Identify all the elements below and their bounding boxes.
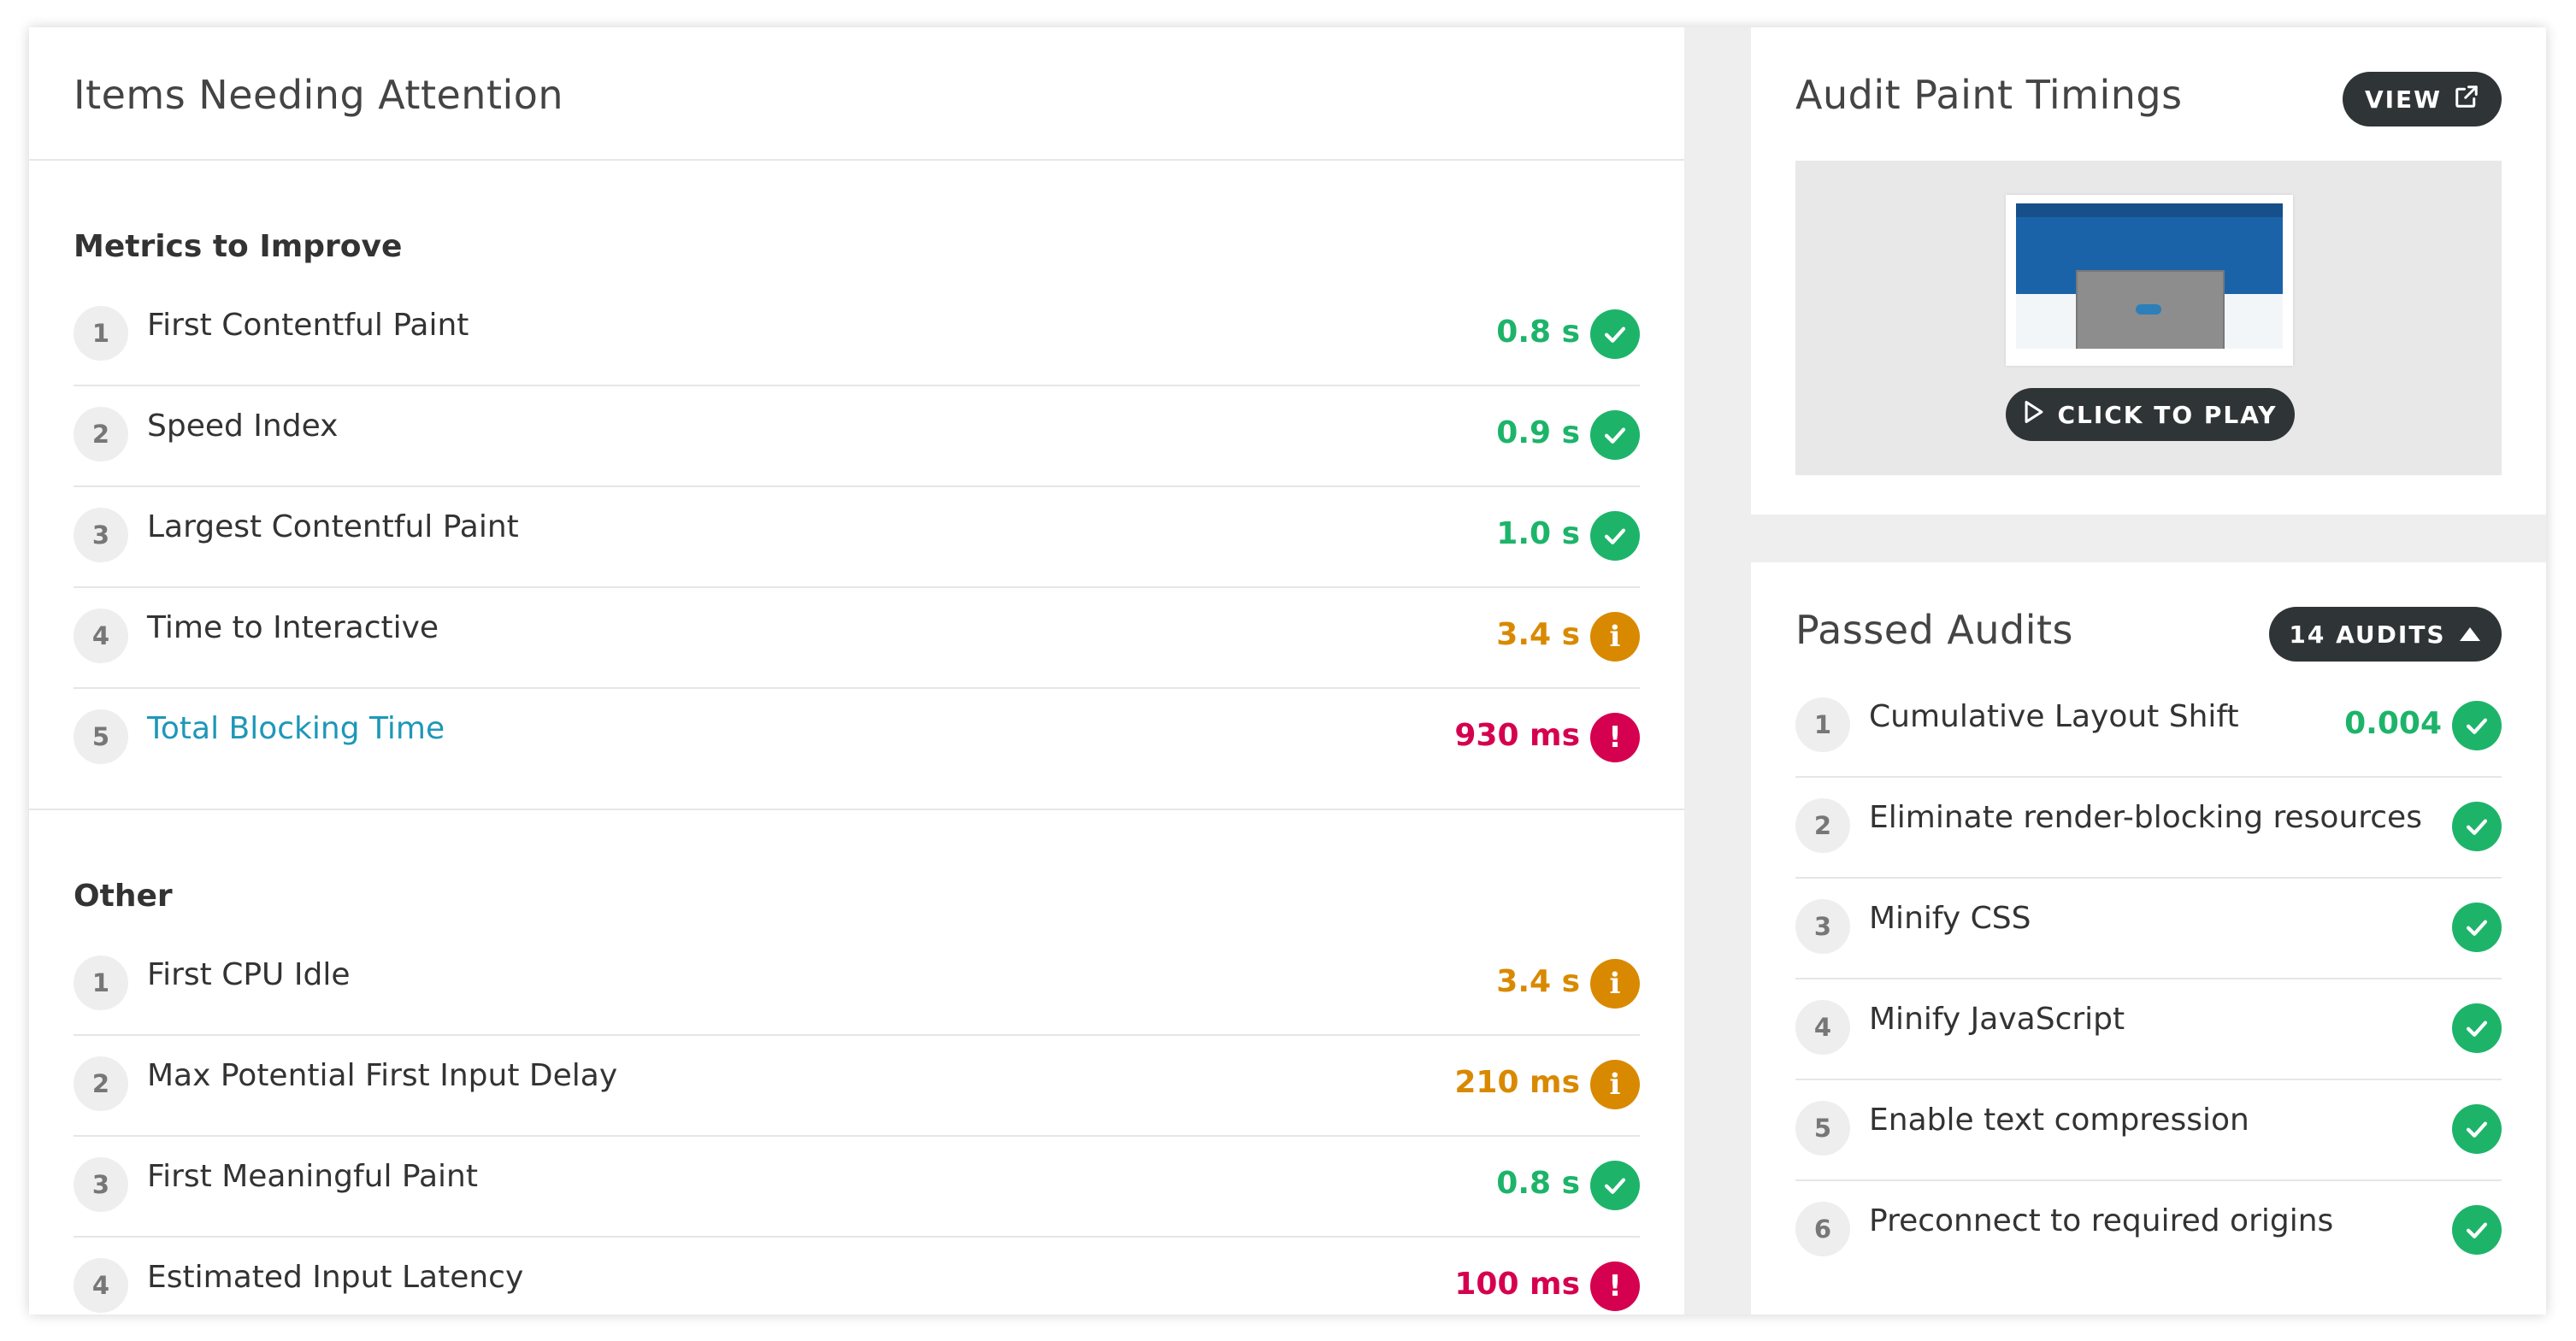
row-number: 3 bbox=[74, 508, 128, 562]
row-number: 1 bbox=[1795, 697, 1850, 752]
toggle-passed-audits-button[interactable]: 14 AUDITS bbox=[2269, 607, 2502, 662]
card-title: Audit Paint Timings bbox=[1795, 72, 2183, 118]
metrics-heading: Metrics to Improve bbox=[74, 229, 403, 264]
check-icon bbox=[1590, 410, 1640, 460]
row-number: 5 bbox=[1795, 1101, 1850, 1156]
row-value: 0.9 s bbox=[1496, 415, 1580, 450]
row-number: 2 bbox=[74, 407, 128, 462]
passed-audits-card: Passed Audits 14 AUDITS 1 Cumulative Layo… bbox=[1751, 562, 2546, 1315]
row-label: Time to Interactive bbox=[147, 610, 439, 645]
card-title: Items Needing Attention bbox=[74, 72, 564, 118]
play-label: CLICK TO PLAY bbox=[2057, 400, 2278, 429]
info-icon: i bbox=[1590, 1060, 1640, 1109]
row-label: Minify JavaScript bbox=[1869, 1002, 2125, 1037]
row-number: 2 bbox=[74, 1056, 128, 1111]
audit-paint-timings-card: Audit Paint Timings VIEW bbox=[1751, 27, 2546, 515]
row-label: Minify CSS bbox=[1869, 901, 2031, 936]
other-list: 1 First CPU Idle 3.4 s i 2 Max Potential Firs… bbox=[74, 935, 1640, 1315]
audit-row[interactable]: 5 Enable text compression bbox=[1795, 1080, 2502, 1181]
row-label: First Meaningful Paint bbox=[147, 1159, 478, 1194]
row-number: 4 bbox=[74, 1258, 128, 1313]
metric-row[interactable]: 3 First Meaningful Paint 0.8 s bbox=[74, 1137, 1640, 1238]
row-value: 0.004 bbox=[2344, 706, 2442, 741]
other-heading: Other bbox=[74, 879, 173, 914]
check-icon bbox=[1590, 309, 1640, 359]
check-icon bbox=[2452, 701, 2502, 750]
row-number: 3 bbox=[74, 1157, 128, 1212]
metric-row[interactable]: 1 First CPU Idle 3.4 s i bbox=[74, 935, 1640, 1036]
metric-row[interactable]: 3 Largest Contentful Paint 1.0 s bbox=[74, 487, 1640, 588]
metric-row[interactable]: 2 Speed Index 0.9 s bbox=[74, 386, 1640, 487]
row-label: Largest Contentful Paint bbox=[147, 509, 519, 544]
row-label: First CPU Idle bbox=[147, 957, 351, 992]
row-number: 3 bbox=[1795, 899, 1850, 954]
click-to-play-button[interactable]: CLICK TO PLAY bbox=[2006, 388, 2295, 441]
metric-link[interactable]: Total Blocking Time bbox=[147, 711, 445, 746]
row-value: 1.0 s bbox=[1496, 516, 1580, 551]
report-frame: Items Needing Attention Metrics to Impro… bbox=[29, 27, 2546, 1315]
row-number: 5 bbox=[74, 709, 128, 764]
external-link-icon bbox=[2454, 84, 2479, 115]
row-value: 100 ms bbox=[1454, 1267, 1580, 1302]
row-label: First Contentful Paint bbox=[147, 308, 469, 343]
metric-row[interactable]: 1 First Contentful Paint 0.8 s bbox=[74, 285, 1640, 386]
paint-timings-preview[interactable]: CLICK TO PLAY bbox=[1795, 161, 2502, 475]
row-label: Preconnect to required origins bbox=[1869, 1203, 2334, 1238]
passed-audits-list: 1 Cumulative Layout Shift 0.004 2 Eliminate … bbox=[1795, 677, 2502, 1282]
audit-row[interactable]: 6 Preconnect to required origins bbox=[1795, 1181, 2502, 1282]
row-number: 4 bbox=[1795, 1000, 1850, 1055]
row-label: Cumulative Layout Shift bbox=[1869, 699, 2239, 734]
audit-row[interactable]: 4 Minify JavaScript bbox=[1795, 979, 2502, 1080]
row-value: 3.4 s bbox=[1496, 617, 1580, 652]
check-icon bbox=[2452, 1205, 2502, 1255]
row-number: 6 bbox=[1795, 1202, 1850, 1256]
info-icon: i bbox=[1590, 612, 1640, 662]
metric-row[interactable]: 4 Time to Interactive 3.4 s i bbox=[74, 588, 1640, 689]
row-value: 930 ms bbox=[1454, 718, 1580, 753]
check-icon bbox=[2452, 802, 2502, 851]
row-label: Estimated Input Latency bbox=[147, 1260, 524, 1295]
row-label: Eliminate render-blocking resources bbox=[1869, 800, 2422, 835]
metrics-list: 1 First Contentful Paint 0.8 s 2 Speed Index… bbox=[74, 285, 1640, 790]
audit-row[interactable]: 1 Cumulative Layout Shift 0.004 bbox=[1795, 677, 2502, 778]
row-number: 1 bbox=[74, 306, 128, 361]
exclamation-icon: ! bbox=[1590, 713, 1640, 762]
view-button[interactable]: VIEW bbox=[2343, 72, 2502, 126]
view-label: VIEW bbox=[2364, 85, 2443, 114]
check-icon bbox=[1590, 1161, 1640, 1210]
items-needing-attention-card: Items Needing Attention Metrics to Impro… bbox=[29, 27, 1684, 1315]
play-icon bbox=[2023, 400, 2045, 430]
row-number: 2 bbox=[1795, 798, 1850, 853]
divider bbox=[29, 159, 1684, 161]
audit-row[interactable]: 3 Minify CSS bbox=[1795, 879, 2502, 979]
check-icon bbox=[2452, 903, 2502, 952]
row-value: 3.4 s bbox=[1496, 964, 1580, 999]
metric-row[interactable]: 2 Max Potential First Input Delay 210 ms i bbox=[74, 1036, 1640, 1137]
check-icon bbox=[2452, 1104, 2502, 1154]
page-screenshot-thumbnail bbox=[2006, 195, 2293, 366]
check-icon bbox=[2452, 1003, 2502, 1053]
audit-row[interactable]: 2 Eliminate render-blocking resources bbox=[1795, 778, 2502, 879]
exclamation-icon: ! bbox=[1590, 1262, 1640, 1311]
row-label: Max Potential First Input Delay bbox=[147, 1058, 618, 1093]
row-value: 210 ms bbox=[1454, 1065, 1580, 1100]
row-label: Enable text compression bbox=[1869, 1103, 2249, 1138]
metric-row[interactable]: 5 Total Blocking Time 930 ms! bbox=[74, 689, 1640, 790]
audits-count-label: 14 AUDITS bbox=[2289, 620, 2446, 649]
caret-up-icon bbox=[2458, 621, 2482, 649]
divider bbox=[29, 809, 1684, 810]
info-icon: i bbox=[1590, 959, 1640, 1009]
check-icon bbox=[1590, 511, 1640, 561]
row-number: 1 bbox=[74, 956, 128, 1010]
row-number: 4 bbox=[74, 609, 128, 663]
row-value: 0.8 s bbox=[1496, 315, 1580, 350]
metric-row[interactable]: 4 Estimated Input Latency 100 ms! bbox=[74, 1238, 1640, 1315]
card-title: Passed Audits bbox=[1795, 607, 2074, 653]
row-value: 0.8 s bbox=[1496, 1166, 1580, 1201]
row-label: Speed Index bbox=[147, 409, 339, 444]
